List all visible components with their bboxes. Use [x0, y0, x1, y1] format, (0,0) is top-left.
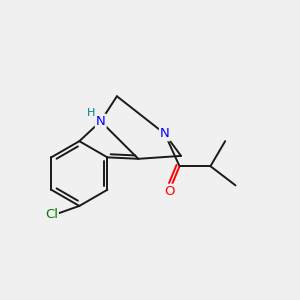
Text: N: N	[96, 115, 106, 128]
Text: O: O	[164, 185, 175, 198]
Text: H: H	[87, 108, 95, 118]
Text: Cl: Cl	[45, 208, 58, 221]
Text: N: N	[160, 127, 170, 140]
